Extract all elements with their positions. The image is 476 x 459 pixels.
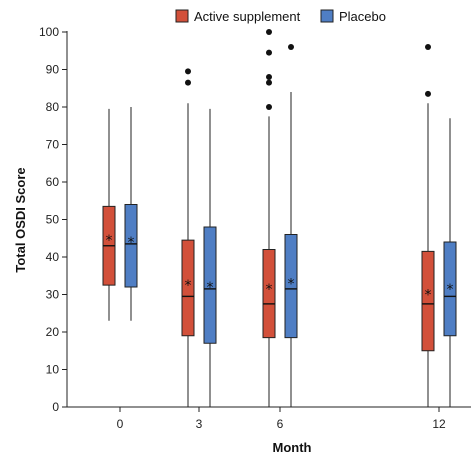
x-axis: 0 3 6 12	[67, 406, 471, 431]
iqr-box	[124, 204, 138, 288]
y-tick-label: 20	[46, 325, 60, 339]
mean-marker: *	[185, 278, 192, 294]
iqr-box	[443, 241, 457, 337]
outlier-point	[266, 104, 272, 110]
box-active-month-12: *	[421, 44, 435, 407]
outlier-point	[288, 44, 294, 50]
y-tick-label: 90	[46, 63, 60, 77]
outlier-point	[266, 49, 272, 56]
y-tick-label: 80	[46, 100, 60, 114]
y-axis: 0 10 20 30 40 50 60 70 80 90 100	[39, 25, 68, 414]
x-tick-label: 3	[196, 417, 203, 431]
outlier-point	[266, 79, 272, 86]
x-axis-label: Month	[273, 440, 312, 455]
x-tick-label: 6	[277, 417, 284, 431]
y-tick-label: 0	[52, 400, 59, 414]
box-placebo-month-0: *	[124, 107, 138, 321]
y-tick-label: 50	[46, 213, 60, 227]
outlier-point	[425, 90, 431, 97]
outlier-point	[185, 79, 191, 86]
y-tick-label: 100	[39, 25, 59, 39]
box-active-month-0: *	[102, 108, 116, 321]
outlier-point	[266, 74, 272, 80]
box-placebo-month-6: *	[284, 44, 298, 407]
outlier-point	[266, 29, 272, 35]
y-tick-label: 30	[46, 288, 60, 302]
legend-swatch	[175, 9, 189, 23]
mean-marker: *	[425, 288, 432, 304]
x-tick-label: 0	[117, 417, 124, 431]
box-active-month-6: *	[262, 29, 276, 407]
y-tick-label: 70	[46, 138, 60, 152]
y-axis-label: Total OSDI Score	[13, 167, 28, 272]
y-tick-label: 10	[46, 363, 60, 377]
iqr-box	[421, 250, 435, 352]
y-tick-label: 60	[46, 175, 60, 189]
box-placebo-month-3: *	[203, 108, 217, 407]
outlier-point	[185, 68, 191, 75]
mean-marker: *	[128, 235, 135, 251]
x-tick-label: 12	[432, 417, 446, 431]
boxes: * * * * * * * *	[102, 29, 457, 407]
mean-marker: *	[207, 280, 214, 296]
legend-label: Placebo	[339, 9, 386, 24]
box-active-month-3: *	[181, 68, 195, 407]
outlier-point	[425, 44, 431, 50]
iqr-box	[181, 239, 195, 337]
iqr-box	[284, 234, 298, 339]
mean-marker: *	[288, 276, 295, 292]
legend: Active supplement Placebo	[175, 9, 386, 24]
legend-swatch	[320, 9, 334, 23]
mean-marker: *	[266, 282, 273, 298]
iqr-box	[203, 226, 217, 344]
iqr-box	[262, 249, 276, 339]
mean-marker: *	[106, 233, 113, 249]
box-placebo-month-12: *	[443, 118, 457, 407]
mean-marker: *	[447, 282, 454, 298]
y-tick-label: 40	[46, 250, 60, 264]
legend-label: Active supplement	[194, 9, 301, 24]
